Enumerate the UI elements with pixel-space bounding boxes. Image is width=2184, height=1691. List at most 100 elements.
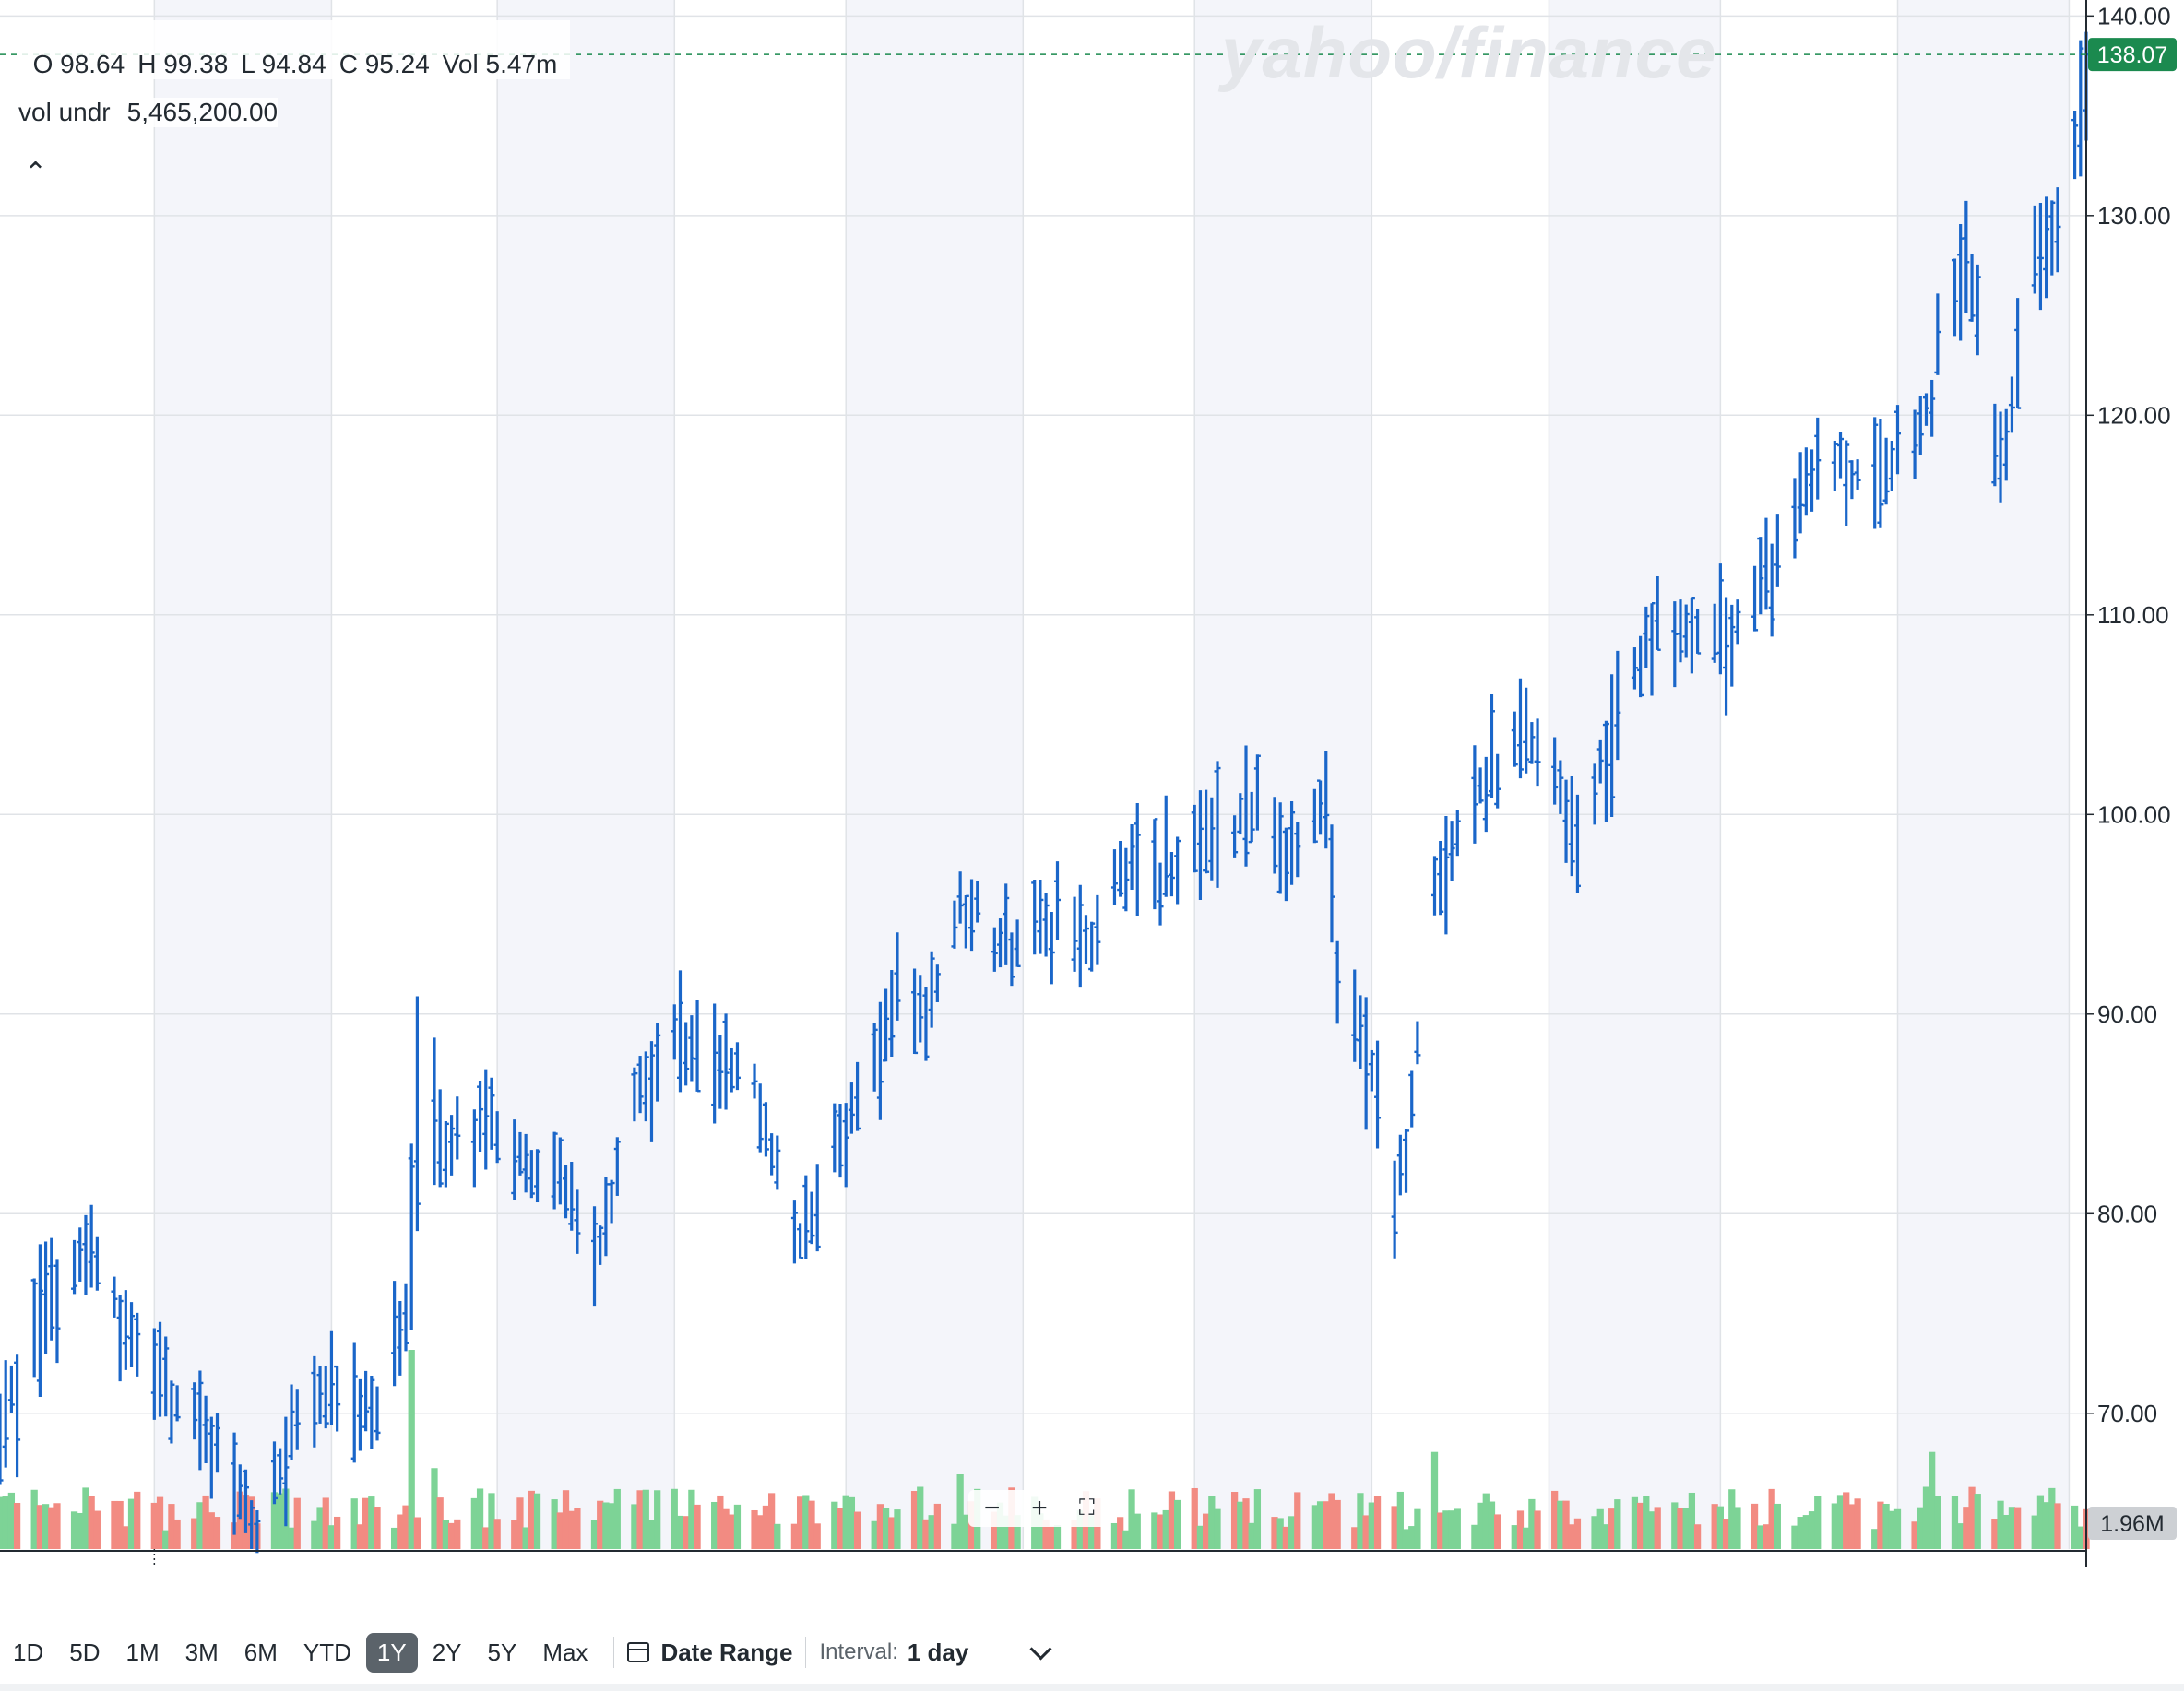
last-price-badge [2088,38,2177,72]
volume-bar [77,1512,84,1549]
volume-bar [2,1496,9,1549]
range-button-3m[interactable]: 3M [184,1638,219,1666]
ohlc-bar [997,918,1004,968]
ohlc-bar [1934,293,1941,375]
volume-bar [1557,1500,1564,1549]
volume-bar [1230,1492,1239,1549]
ohlc-bar [1716,563,1724,675]
ohlc-bar [150,1328,158,1420]
volume-bar [1014,1515,1021,1549]
ohlc-bar [350,1342,358,1463]
volume-bar [1454,1508,1461,1549]
ohlc-bar [1288,800,1296,885]
ohlc-bar [1214,761,1221,888]
volume-bar [168,1504,175,1549]
ohlc-bar [842,1103,849,1188]
volume-bar [1917,1507,1924,1549]
volume-bar [768,1493,776,1549]
volume-bar [956,1474,964,1549]
interval-select[interactable]: 1 day [907,1638,969,1666]
range-button-1m[interactable]: 1M [125,1638,160,1666]
volume-bar [402,1505,410,1549]
volume-bar [2014,1507,2022,1549]
volume-bar [1110,1522,1119,1549]
volume-bar [1391,1506,1398,1549]
range-button-max[interactable]: Max [542,1638,588,1666]
ohlc-bar [397,1300,404,1376]
ohlc-bar [1414,1021,1421,1065]
plus-icon[interactable]: + [1031,1493,1048,1523]
ohlc-bar [1317,779,1324,835]
ohlc-bar [1893,405,1901,475]
fullscreen-icon[interactable]: ⛶ [1078,1496,1095,1520]
price-volume-chart[interactable]: 70.00 80.00 90.00 100.00 110.00 120.00 130.00 1… [0,0,2184,1567]
volume-bar [1471,1524,1478,1549]
volume-bar [2036,1495,2045,1549]
range-button-1y[interactable]: 1Y [365,1632,418,1673]
volume-bar [48,1507,55,1549]
x-tick-label: Nov [1876,1562,1918,1567]
ohlc-bar [2071,111,2079,180]
ohlc-bar [1831,440,1838,491]
volume-bar [842,1495,849,1549]
ohlc-bar [327,1330,335,1425]
volume-bar [1134,1513,1141,1549]
ohlc-bar [1323,751,1330,849]
ohlc-bar [374,1386,381,1441]
ohlc-bar [574,1189,581,1254]
x-tick-label: Dec [2048,1562,2090,1567]
ohlc-bar [1922,393,1929,426]
volume-bar [1151,1512,1158,1549]
chevron-down-icon[interactable] [1029,1637,1052,1661]
volume-bar [556,1512,564,1549]
volume-bar [1430,1451,1439,1549]
ohlc-bar [1368,1049,1375,1092]
month-shade [497,0,675,1549]
volume-bar [762,1505,770,1549]
y-tick-label: 110.00 [2097,601,2169,629]
volume-bar [1196,1525,1205,1549]
volume-bar [802,1495,810,1549]
ohlc-bar [1408,1070,1416,1128]
ohlc-bar [1568,775,1575,877]
date-range-button[interactable]: Date Range [627,1638,792,1667]
volume-bar [613,1488,621,1549]
range-button-5y[interactable]: 5Y [487,1638,517,1666]
volume-bar [1053,1525,1062,1549]
ohlc-bar [1631,647,1638,690]
ohlc-bar [1694,609,1702,655]
ohlc-bar [1997,411,2004,503]
volume-bar [1042,1519,1050,1549]
volume-bar [717,1495,724,1549]
ohlc-bar [534,1149,541,1203]
volume-bar [1957,1523,1964,1549]
volume-bar [1477,1502,1484,1549]
ohlc-bar [413,996,421,1232]
y-tick-label: 130.00 [2097,202,2171,230]
ohlc-bar [356,1378,363,1451]
ohlc-bar [551,1131,558,1210]
range-button-1d[interactable]: 1D [13,1638,44,1666]
range-button-2y[interactable]: 2Y [432,1638,462,1666]
volume-bar [1357,1493,1364,1549]
volume-bar [2002,1514,2010,1549]
volume-bar [1208,1496,1216,1549]
ohlc-bar [1174,836,1181,905]
ohlc-bar [642,1051,649,1122]
date-range-label: Date Range [660,1638,793,1666]
range-button-6m[interactable]: 6M [243,1638,278,1666]
ohlc-bar [1403,1129,1410,1193]
x-tick-label: Mar [477,1562,518,1567]
ohlc-bar [654,1023,661,1102]
volume-bar [493,1519,501,1549]
volume-bar [1802,1515,1810,1549]
range-button-ytd[interactable]: YTD [303,1638,351,1666]
ohlc-bar [797,1223,804,1259]
minus-icon[interactable]: − [983,1493,1001,1523]
volume-bar [2008,1507,2016,1549]
range-button-5d[interactable]: 5D [69,1638,101,1666]
ohlc-bar [116,1295,124,1382]
ohlc-bar [477,1081,484,1152]
chevron-up-icon[interactable]: ⌃ [24,158,48,188]
volume-bar [522,1527,529,1549]
